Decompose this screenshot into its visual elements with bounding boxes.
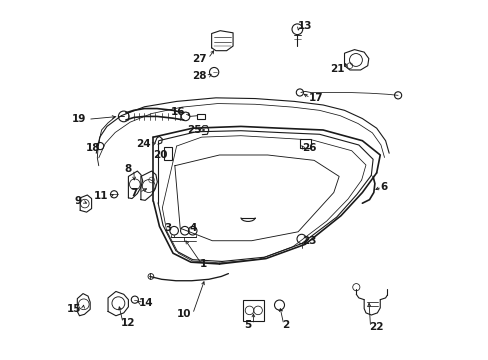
Text: 11: 11 — [93, 191, 108, 201]
Text: 22: 22 — [368, 322, 383, 332]
Bar — [299, 139, 311, 148]
Text: 4: 4 — [189, 223, 196, 233]
Text: 18: 18 — [85, 143, 100, 153]
Text: 27: 27 — [191, 54, 206, 64]
Text: 17: 17 — [308, 93, 323, 103]
Text: 7: 7 — [130, 188, 137, 198]
Text: 1: 1 — [200, 259, 207, 269]
Text: 10: 10 — [176, 309, 190, 319]
Bar — [197, 113, 205, 118]
Text: 23: 23 — [301, 236, 316, 246]
Text: 2: 2 — [282, 320, 289, 330]
Bar — [164, 147, 172, 160]
Text: 14: 14 — [139, 298, 153, 308]
Text: 15: 15 — [67, 303, 81, 314]
Text: 26: 26 — [301, 143, 316, 153]
Text: 19: 19 — [72, 114, 86, 124]
Bar — [242, 300, 264, 321]
Text: 12: 12 — [121, 318, 136, 328]
Text: 9: 9 — [74, 197, 81, 206]
Text: 28: 28 — [191, 71, 206, 81]
Text: 6: 6 — [380, 182, 386, 192]
Text: 20: 20 — [153, 150, 167, 160]
Text: 24: 24 — [136, 139, 150, 149]
Text: 13: 13 — [297, 21, 311, 31]
Text: 16: 16 — [170, 107, 184, 117]
Text: 25: 25 — [187, 125, 201, 135]
Text: 5: 5 — [244, 320, 251, 330]
Text: 3: 3 — [163, 223, 171, 233]
Text: 8: 8 — [124, 164, 132, 174]
Text: 21: 21 — [329, 64, 344, 74]
